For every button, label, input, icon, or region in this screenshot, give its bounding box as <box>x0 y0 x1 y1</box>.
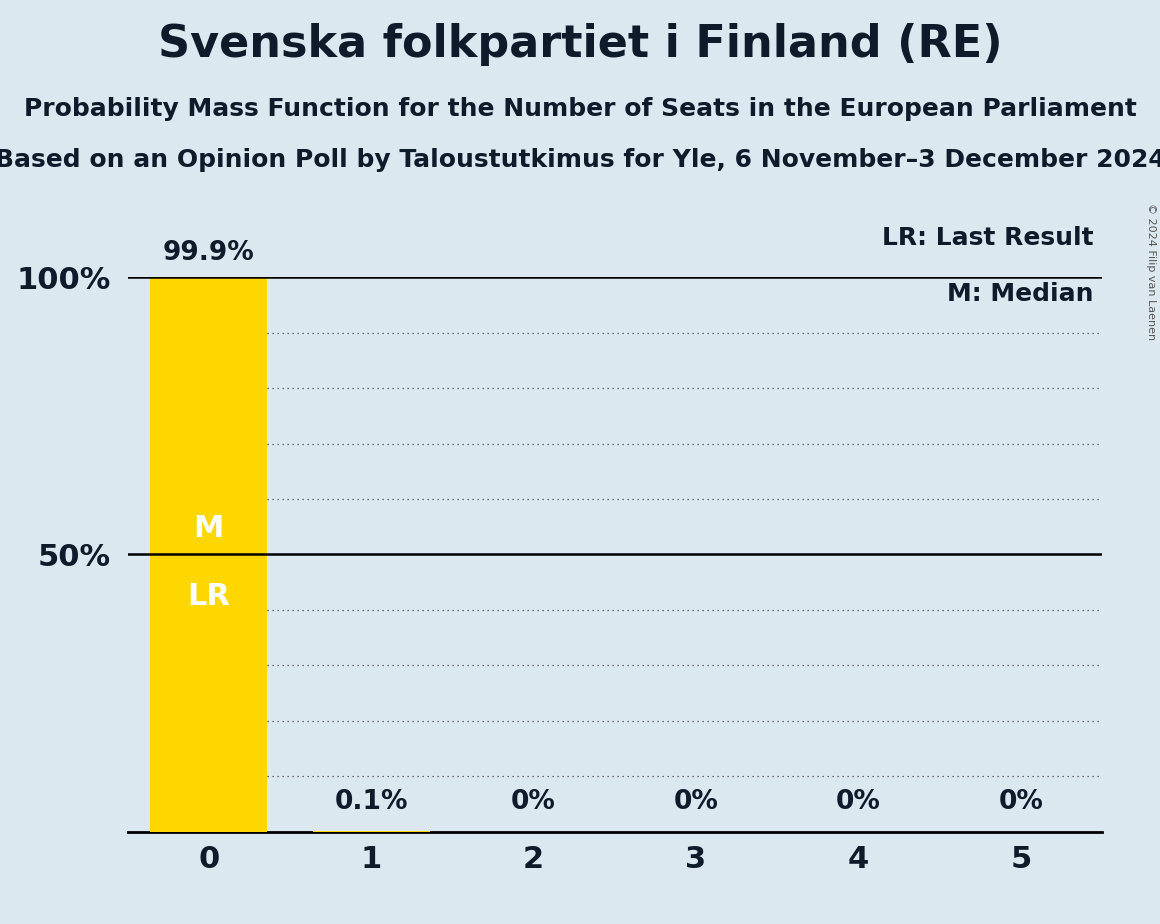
Text: 0%: 0% <box>512 789 556 815</box>
Text: 0%: 0% <box>999 789 1043 815</box>
Text: LR: Last Result: LR: Last Result <box>883 226 1094 250</box>
Text: 0%: 0% <box>674 789 718 815</box>
Text: 99.9%: 99.9% <box>162 240 255 266</box>
Text: 0%: 0% <box>836 789 880 815</box>
Text: LR: LR <box>188 582 230 611</box>
Bar <box>151 278 267 832</box>
Text: Svenska folkpartiet i Finland (RE): Svenska folkpartiet i Finland (RE) <box>158 23 1002 67</box>
Text: M: M <box>194 515 224 543</box>
Text: M: Median: M: Median <box>948 282 1094 306</box>
Text: © 2024 Filip van Laenen: © 2024 Filip van Laenen <box>1146 203 1155 340</box>
Text: Based on an Opinion Poll by Taloustutkimus for Yle, 6 November–3 December 2024: Based on an Opinion Poll by Taloustutkim… <box>0 148 1160 172</box>
Text: 0.1%: 0.1% <box>334 789 408 815</box>
Text: Probability Mass Function for the Number of Seats in the European Parliament: Probability Mass Function for the Number… <box>23 97 1137 121</box>
